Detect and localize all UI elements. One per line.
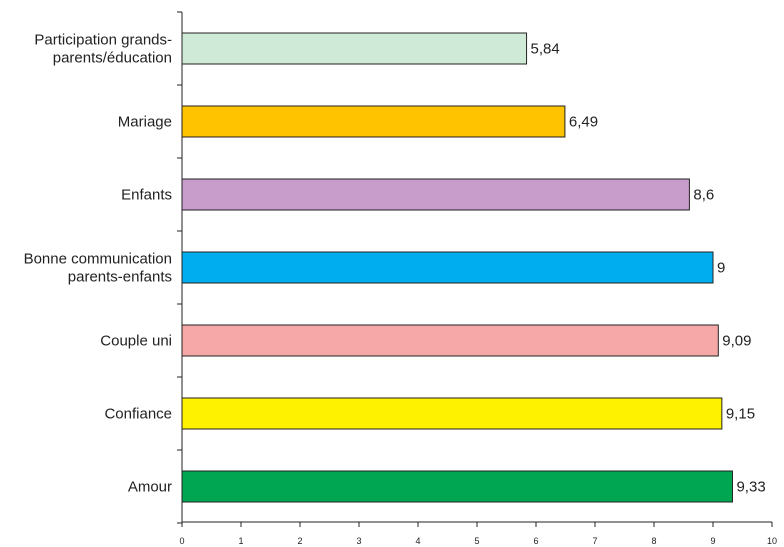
- category-label: Enfants: [121, 187, 172, 204]
- y-ticks: [177, 11, 182, 524]
- bar: [181, 397, 723, 430]
- category-label: Bonne communication parents-enfants: [24, 251, 172, 286]
- bar: [181, 32, 528, 65]
- value-label: 9,33: [736, 479, 765, 496]
- category-label: Participation grands-parents/éducation: [34, 32, 172, 67]
- category-label: Amour: [128, 479, 172, 496]
- bar: [181, 105, 566, 138]
- x-tick-label: 0: [179, 536, 184, 546]
- bar: [181, 470, 733, 503]
- value-label: 6,49: [569, 114, 598, 131]
- value-label: 9,09: [722, 333, 751, 350]
- value-label: 9,15: [726, 406, 755, 423]
- bars: [181, 32, 733, 503]
- x-ticks: 0 1 2 3 4 5 6 7 8 9 10: [179, 522, 777, 546]
- x-tick-label: 5: [474, 536, 479, 546]
- bar: [181, 178, 690, 211]
- category-label: Couple uni: [100, 333, 172, 350]
- category-labels: Participation grands-parents/éducation Ma…: [24, 32, 172, 496]
- x-tick-label: 3: [356, 536, 361, 546]
- x-tick-label: 10: [767, 536, 777, 546]
- x-tick-label: 8: [651, 536, 656, 546]
- x-tick-label: 9: [710, 536, 715, 546]
- value-label: 8,6: [693, 187, 714, 204]
- category-label: Mariage: [118, 114, 172, 131]
- bar: [181, 324, 719, 357]
- value-label: 9: [717, 260, 725, 277]
- value-label: 5,84: [531, 41, 560, 58]
- x-tick-label: 2: [297, 536, 302, 546]
- bar: [181, 251, 714, 284]
- x-tick-label: 6: [533, 536, 538, 546]
- value-labels: 5,84 6,49 8,6 9 9,09 9,15 9,33: [531, 41, 766, 496]
- category-label: Confiance: [104, 406, 172, 423]
- x-tick-label: 4: [415, 536, 420, 546]
- x-tick-label: 1: [238, 536, 243, 546]
- x-tick-label: 7: [592, 536, 597, 546]
